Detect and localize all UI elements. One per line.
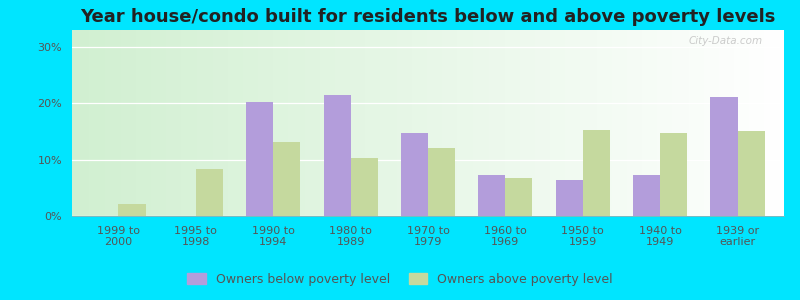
- Bar: [633, 176, 660, 216]
- Bar: [274, 142, 300, 216]
- Bar: [738, 131, 765, 216]
- Bar: [556, 181, 582, 216]
- Bar: [582, 130, 610, 216]
- Bar: [323, 95, 350, 216]
- Bar: [660, 133, 687, 216]
- Bar: [196, 169, 223, 216]
- Bar: [246, 102, 274, 216]
- Bar: [478, 176, 506, 216]
- Bar: [710, 97, 738, 216]
- Bar: [401, 133, 428, 216]
- Text: City-Data.com: City-Data.com: [689, 36, 762, 46]
- Bar: [428, 148, 455, 216]
- Legend: Owners below poverty level, Owners above poverty level: Owners below poverty level, Owners above…: [182, 268, 618, 291]
- Bar: [506, 178, 533, 216]
- Title: Year house/condo built for residents below and above poverty levels: Year house/condo built for residents bel…: [80, 8, 776, 26]
- Bar: [118, 204, 146, 216]
- Bar: [350, 158, 378, 216]
